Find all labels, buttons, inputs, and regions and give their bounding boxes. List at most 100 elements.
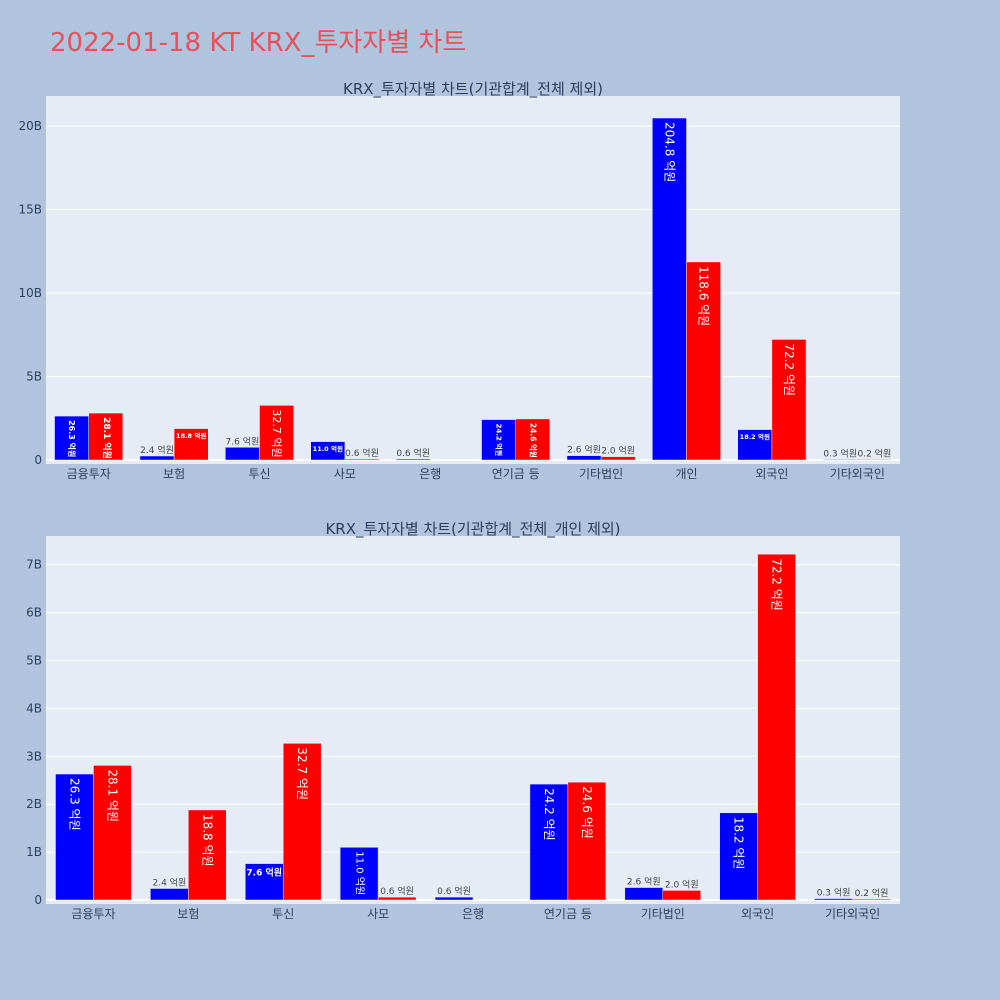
data-label: 28.1 억원 <box>105 769 119 822</box>
data-label: 0.6 억원 <box>396 447 430 459</box>
data-label: 72.2 억원 <box>782 343 796 396</box>
bar <box>852 898 891 901</box>
x-tick-label: 투신 <box>248 467 270 481</box>
data-label: 24.2 억원 <box>495 424 504 457</box>
chart-1: 0 5B 10B 15B 20B KRX_투자자별 차트(기관합계_전체 제외) 금융투자 보… <box>18 80 900 481</box>
bar <box>529 783 569 901</box>
x-tick-label: 기타법인 <box>579 467 623 481</box>
data-label: 18.8 억원 <box>176 431 206 440</box>
x-tick-label: 사모 <box>334 467 356 481</box>
y-tick-label: 10B <box>18 286 42 300</box>
x-tick-label: 투신 <box>272 907 294 921</box>
bar <box>567 781 607 901</box>
data-label: 24.6 억원 <box>580 786 594 839</box>
x-tick-label: 은행 <box>462 906 484 921</box>
data-label: 2.4 억원 <box>152 877 186 889</box>
x-tick-label: 사모 <box>367 907 389 921</box>
chart-title: KRX_투자자별 차트(기관합계_전체_개인 제외) <box>325 520 620 539</box>
data-label: 26.3 억원 <box>67 420 77 457</box>
data-label: 72.2 억원 <box>770 558 784 611</box>
data-label: 18.2 억원 <box>732 817 746 870</box>
page-title: 2022-01-18 KT KRX_투자자별 차트 <box>50 28 467 58</box>
bar <box>719 812 758 901</box>
data-label: 2.0 억원 <box>665 878 699 890</box>
data-label: 11.0 억원 <box>313 444 343 453</box>
bar <box>225 447 260 461</box>
bar <box>600 456 636 461</box>
bar <box>757 553 796 901</box>
bar <box>377 896 417 901</box>
y-tick-label: 4B <box>26 701 42 715</box>
data-label: 2.6 억원 <box>627 876 661 888</box>
bar <box>339 847 379 901</box>
x-tick-label: 보험 <box>177 907 199 921</box>
x-tick-label: 개인 <box>675 467 697 481</box>
x-tick-label: 기타법인 <box>641 907 685 921</box>
data-label: 26.3 억원 <box>67 778 81 831</box>
bar <box>245 863 284 901</box>
x-tick-label: 기타외국인 <box>825 907 880 921</box>
chart-title: KRX_투자자별 차트(기관합계_전체 제외) <box>343 80 603 99</box>
bar <box>54 415 89 461</box>
x-tick-label: 은행 <box>419 466 441 481</box>
x-tick-label: 연기금 등 <box>544 907 592 921</box>
plot-area <box>46 96 900 464</box>
y-tick-label: 0 <box>34 893 42 907</box>
bar <box>139 455 175 461</box>
bar <box>150 888 189 901</box>
bar <box>434 896 474 901</box>
data-label: 2.0 억원 <box>601 445 635 457</box>
data-label: 32.7 억원 <box>295 747 309 800</box>
data-label: 11.0 억원 <box>354 851 366 895</box>
bar <box>814 898 853 901</box>
data-label: 18.8 억원 <box>200 814 214 867</box>
bar <box>515 418 551 461</box>
y-tick-label: 20B <box>18 119 42 133</box>
y-tick-label: 6B <box>26 606 42 620</box>
bar <box>173 428 209 461</box>
bar <box>652 117 687 461</box>
bar <box>93 765 132 901</box>
y-tick-label: 7B <box>26 558 42 572</box>
data-label: 0.3 억원 <box>823 447 857 459</box>
bar <box>259 405 294 461</box>
bar <box>624 887 664 901</box>
bar <box>282 743 322 901</box>
data-label: 0.6 억원 <box>345 447 379 459</box>
bar <box>395 458 431 461</box>
bar <box>310 441 346 461</box>
data-label: 0.3 억원 <box>817 887 851 899</box>
y-tick-label: 1B <box>26 845 42 859</box>
data-label: 24.6 억원 <box>528 423 538 458</box>
data-label: 0.6 억원 <box>437 885 471 897</box>
data-label: 0.2 억원 <box>855 887 889 899</box>
y-tick-label: 0 <box>34 453 42 467</box>
data-label: 7.6 억원 <box>246 867 282 879</box>
data-label: 2.4 억원 <box>140 444 174 456</box>
data-label: 118.6 억원 <box>697 266 711 326</box>
bar <box>566 455 602 461</box>
bar <box>55 773 94 901</box>
bar <box>188 809 227 901</box>
y-tick-label: 15B <box>18 203 42 217</box>
bar <box>662 890 701 901</box>
bar <box>857 459 892 461</box>
data-label: 7.6 억원 <box>226 435 260 447</box>
x-tick-label: 금융투자 <box>67 467 111 481</box>
x-tick-label: 연기금 등 <box>492 467 540 481</box>
x-tick-label: 외국인 <box>755 467 788 481</box>
x-tick-label: 보험 <box>163 467 185 481</box>
data-label: 0.2 억원 <box>858 447 892 459</box>
y-tick-label: 5B <box>26 654 42 668</box>
data-label: 0.6 억원 <box>380 885 414 897</box>
x-tick-label: 금융투자 <box>71 907 115 921</box>
data-label: 18.2 억원 <box>740 432 770 441</box>
x-tick-label: 외국인 <box>741 907 774 921</box>
bar <box>822 459 858 461</box>
data-label: 204.8 억원 <box>662 122 676 182</box>
x-tick-label: 기타외국인 <box>830 467 885 481</box>
y-tick-label: 5B <box>26 370 42 384</box>
data-label: 28.1 억원 <box>101 417 113 459</box>
chart-2: 0 1B 2B 3B 4B 5B 6B 7B KRX_투자자별 차트(기관합계_전체_개인 제외… <box>26 520 900 921</box>
